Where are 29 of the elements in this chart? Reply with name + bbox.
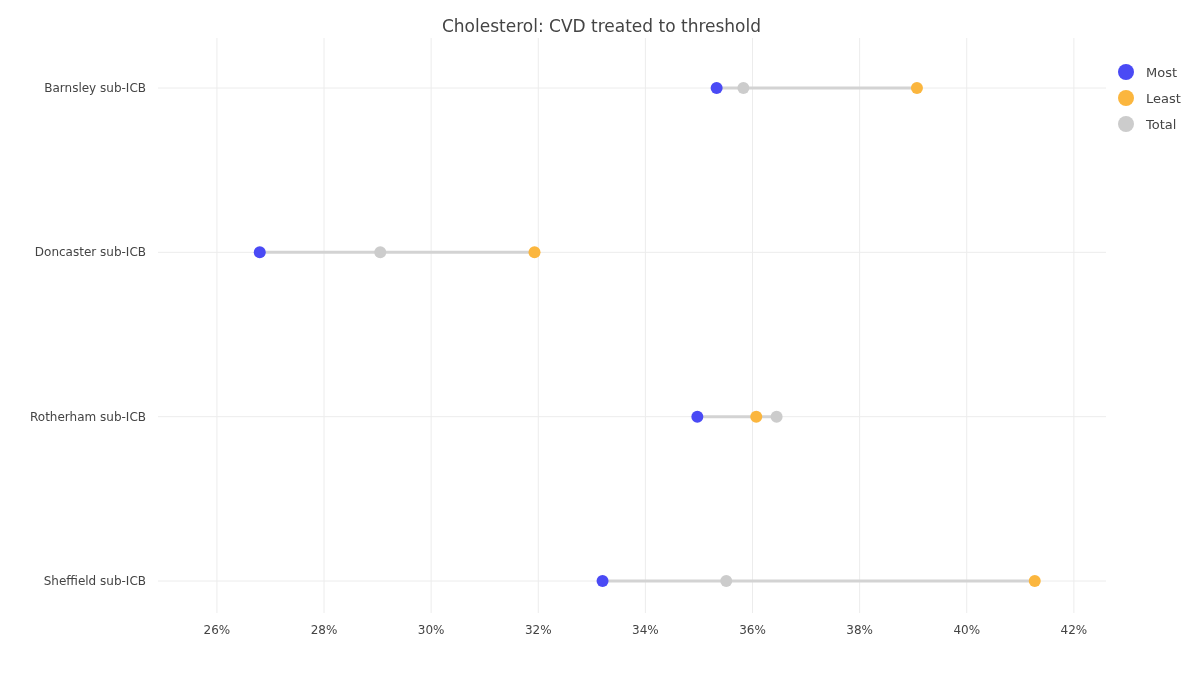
x-tick-label: 40%	[953, 623, 981, 637]
legend-label: Total	[1145, 117, 1177, 132]
point	[720, 575, 733, 587]
point	[528, 246, 541, 259]
y-tick-label: Rotherham sub-ICB	[30, 409, 146, 424]
point	[691, 410, 704, 423]
point	[596, 575, 609, 587]
x-tick-label: 26%	[203, 623, 231, 637]
x-tick-label: 28%	[310, 623, 338, 637]
point	[737, 82, 750, 94]
x-tick-label: 42%	[1060, 623, 1088, 637]
point	[750, 410, 763, 423]
x-tick-label: 30%	[417, 623, 445, 637]
legend-label: Most	[1146, 65, 1178, 80]
point	[374, 246, 387, 259]
point	[910, 82, 923, 94]
x-tick-label: 36%	[739, 623, 766, 637]
point	[1028, 575, 1041, 587]
chart-title: Cholesterol: CVD treated to threshold	[441, 16, 762, 36]
y-tick-label: Doncaster sub-ICB	[34, 245, 146, 260]
point	[253, 246, 266, 259]
legend-label: Least	[1146, 91, 1181, 106]
point	[710, 82, 723, 94]
y-tick-label: Barnsley sub-ICB	[44, 81, 146, 95]
x-tick-label: 32%	[524, 623, 552, 637]
x-tick-label: 34%	[632, 623, 659, 637]
point	[770, 410, 783, 423]
x-tick-label: 38%	[846, 623, 873, 637]
y-tick-label: Sheffield sub-ICB	[43, 574, 146, 588]
